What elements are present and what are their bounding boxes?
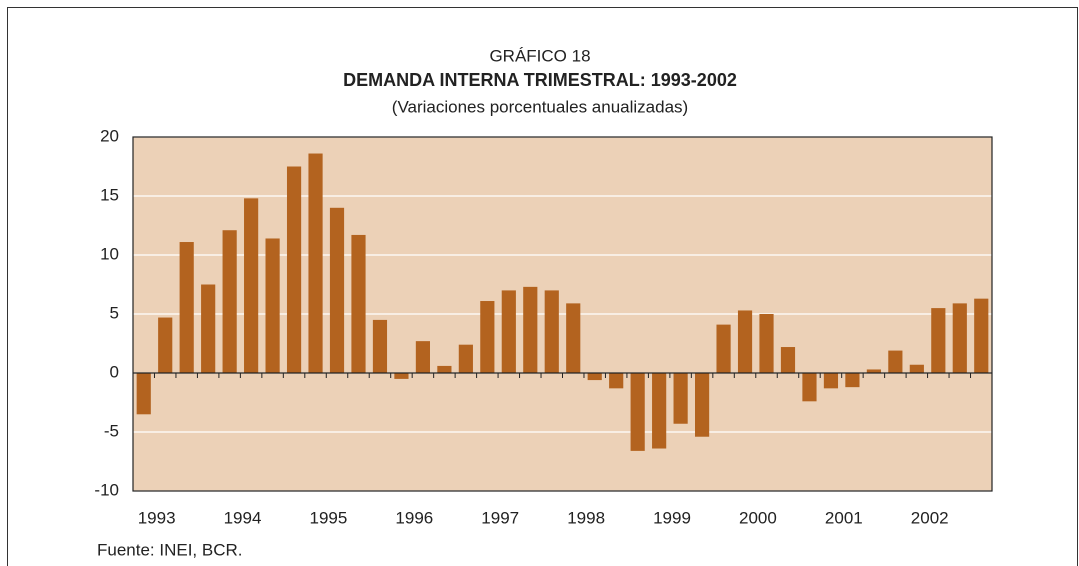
bar	[372, 319, 388, 373]
bar	[630, 373, 645, 451]
x-tick-label: 1997	[481, 508, 519, 527]
x-tick-label: 1994	[224, 508, 262, 527]
y-tick-label: -10	[94, 480, 119, 499]
bar	[931, 308, 946, 373]
x-tick-label: 1999	[653, 508, 691, 527]
bar	[308, 153, 323, 373]
x-tick-label: 1993	[138, 508, 176, 527]
bar	[394, 373, 409, 379]
bar	[201, 284, 216, 373]
plot-border	[132, 136, 993, 492]
bar	[501, 290, 516, 373]
x-tick-label: 2001	[825, 508, 863, 527]
bar	[716, 324, 731, 373]
x-tick-label: 1995	[310, 508, 348, 527]
bar	[802, 373, 817, 402]
bar	[351, 234, 366, 373]
y-tick-label: 5	[110, 303, 119, 322]
bar	[587, 373, 602, 381]
bar	[974, 298, 989, 373]
bar	[458, 344, 473, 373]
bar	[244, 198, 259, 373]
bar	[415, 341, 430, 373]
chart-subtitle: (Variaciones porcentuales anualizadas)	[392, 97, 688, 116]
bar	[888, 350, 903, 373]
bar	[673, 373, 688, 424]
bar	[544, 290, 559, 373]
bar	[759, 314, 774, 373]
bar	[523, 286, 538, 373]
bar	[695, 373, 710, 437]
bar	[909, 364, 924, 373]
x-tick-label: 2000	[739, 508, 777, 527]
bar	[866, 369, 881, 373]
bar	[566, 303, 581, 373]
bar	[737, 310, 753, 373]
bar	[179, 242, 194, 373]
frame	[7, 7, 1078, 566]
bar	[286, 166, 302, 373]
y-tick-label: 15	[100, 185, 119, 204]
bar	[845, 373, 860, 388]
x-tick-label: 2002	[911, 508, 949, 527]
bar	[480, 301, 495, 373]
bar	[952, 303, 967, 373]
y-tick-label: 20	[100, 126, 119, 145]
bar	[437, 365, 452, 373]
chart-title: DEMANDA INTERNA TRIMESTRAL: 1993-2002	[343, 70, 737, 90]
bar	[329, 207, 345, 373]
y-tick-label: 10	[100, 244, 119, 263]
bar	[158, 317, 173, 373]
bar	[780, 347, 796, 373]
bar	[222, 230, 237, 373]
bar	[609, 373, 624, 389]
x-tick-label: 1996	[395, 508, 433, 527]
bar	[652, 373, 667, 449]
bar	[265, 238, 280, 373]
bar	[136, 373, 151, 415]
y-tick-label: 0	[110, 362, 119, 381]
x-tick-label: 1998	[567, 508, 605, 527]
bar	[823, 373, 839, 389]
chart-supertitle: GRÁFICO 18	[489, 46, 590, 65]
y-tick-label: -5	[104, 421, 119, 440]
source-note: Fuente: INEI, BCR.	[97, 540, 243, 559]
